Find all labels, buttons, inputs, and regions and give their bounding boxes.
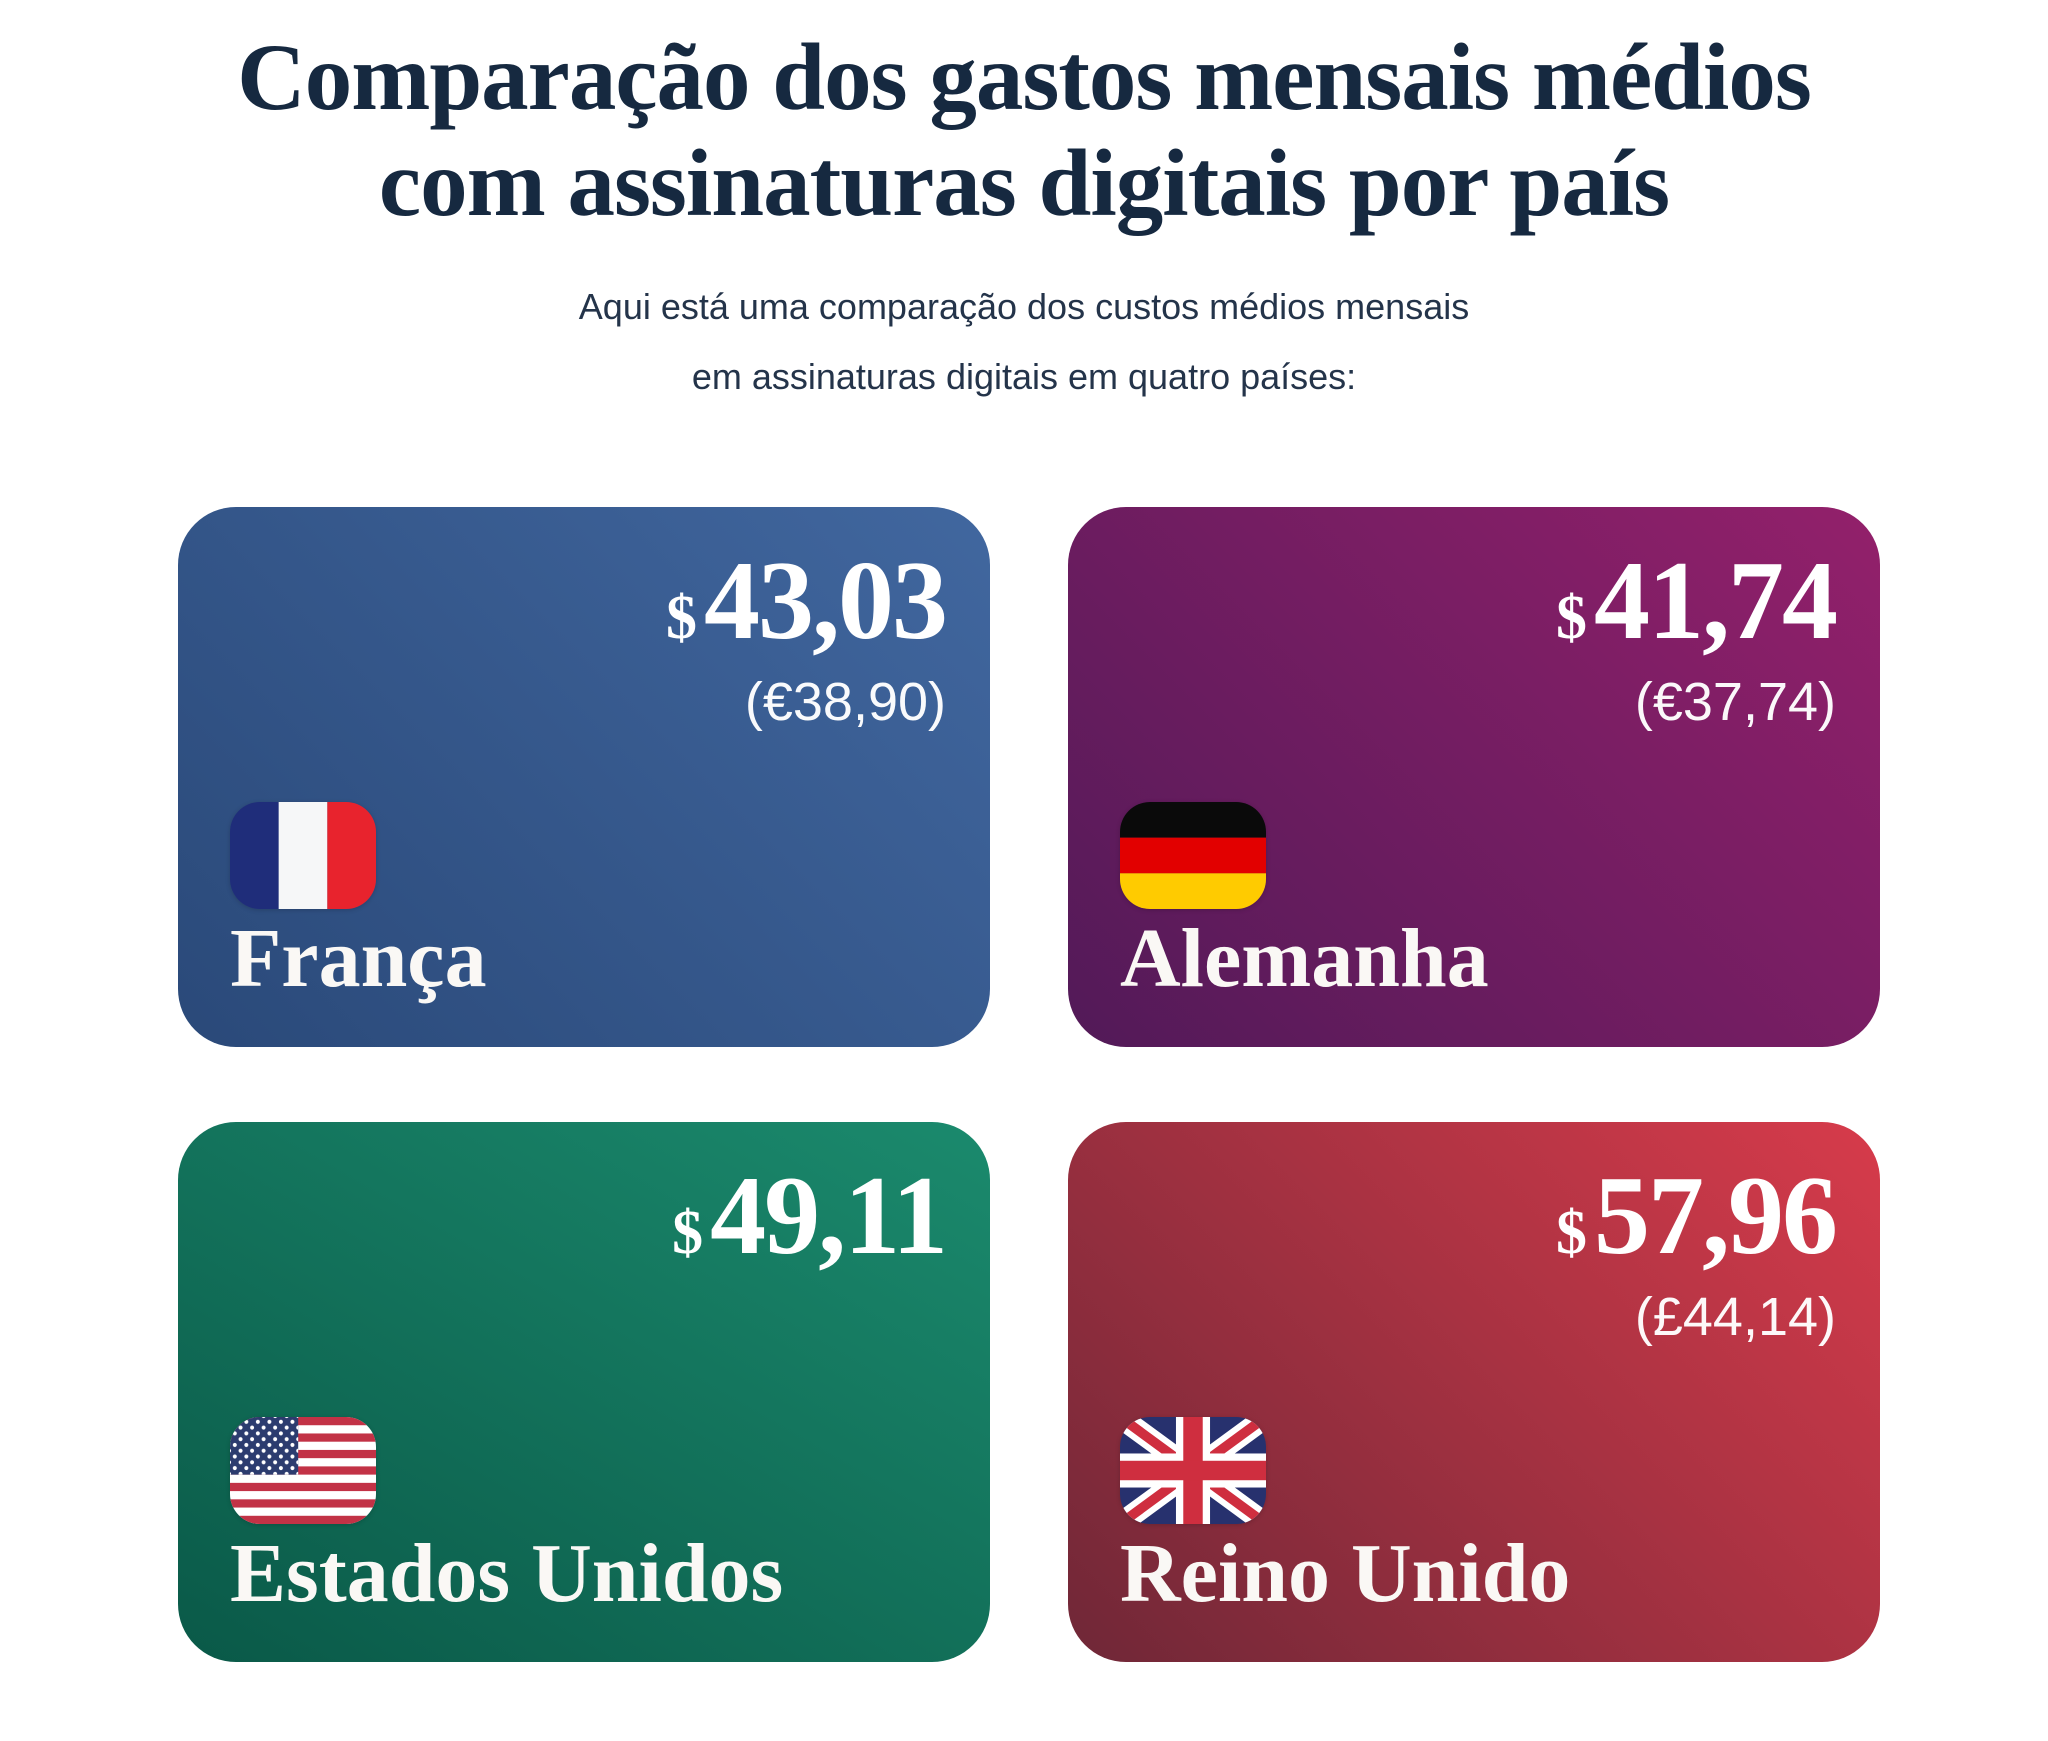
- france-flag-icon: [230, 802, 376, 909]
- price-block: $57,96 (£44,14): [1556, 1157, 1838, 1348]
- country-label: Estados Unidos: [230, 1526, 784, 1620]
- country-card-france: $43,03 (€38,90) França: [178, 507, 990, 1047]
- country-label: Alemanha: [1120, 911, 1489, 1005]
- amount-usd: 49,11: [710, 1154, 948, 1278]
- price-usd: $41,74: [1556, 542, 1838, 661]
- amount-local: (€38,90): [744, 671, 946, 732]
- title-line-2: com assinaturas digitais por país: [378, 130, 1670, 237]
- usa-flag-icon: [230, 1417, 376, 1524]
- amount-usd: 57,96: [1594, 1154, 1838, 1278]
- germany-flag-icon: [1120, 802, 1266, 909]
- price-block: $49,11: [672, 1157, 948, 1296]
- currency-symbol: $: [1556, 1199, 1587, 1267]
- country-card-uk: $57,96 (£44,14) Reino Unido: [1068, 1122, 1880, 1662]
- country-card-usa: $49,11: [178, 1122, 990, 1662]
- price-block: $41,74 (€37,74): [1556, 542, 1838, 733]
- country-card-germany: $41,74 (€37,74) Alemanha: [1068, 507, 1880, 1047]
- price-block: $43,03 (€38,90): [666, 542, 948, 733]
- title-line-1: Comparação dos gastos mensais médios: [237, 24, 1812, 130]
- subtitle-line-2: em assinaturas digitais em quatro países…: [691, 356, 1357, 398]
- currency-symbol: $: [666, 584, 697, 652]
- country-label: França: [230, 911, 487, 1005]
- amount-usd: 41,74: [1594, 539, 1838, 663]
- price-usd: $49,11: [672, 1157, 948, 1276]
- amount-usd: 43,03: [704, 539, 948, 663]
- amount-local: (£44,14): [1634, 1286, 1836, 1347]
- currency-symbol: $: [672, 1199, 704, 1267]
- page-title: Comparação dos gastos mensais médios com…: [0, 24, 2048, 237]
- price-usd: $57,96: [1556, 1157, 1838, 1276]
- amount-local: (€37,74): [1634, 671, 1836, 732]
- subtitle-line-1: Aqui está uma comparação dos custos médi…: [578, 286, 1470, 327]
- uk-flag-icon: [1120, 1417, 1266, 1524]
- price-usd: $43,03: [666, 542, 948, 661]
- currency-symbol: $: [1556, 584, 1587, 652]
- page-subtitle: Aqui está uma comparação dos custos médi…: [0, 272, 2048, 412]
- amount-local: [672, 1286, 946, 1296]
- country-label: Reino Unido: [1120, 1526, 1571, 1620]
